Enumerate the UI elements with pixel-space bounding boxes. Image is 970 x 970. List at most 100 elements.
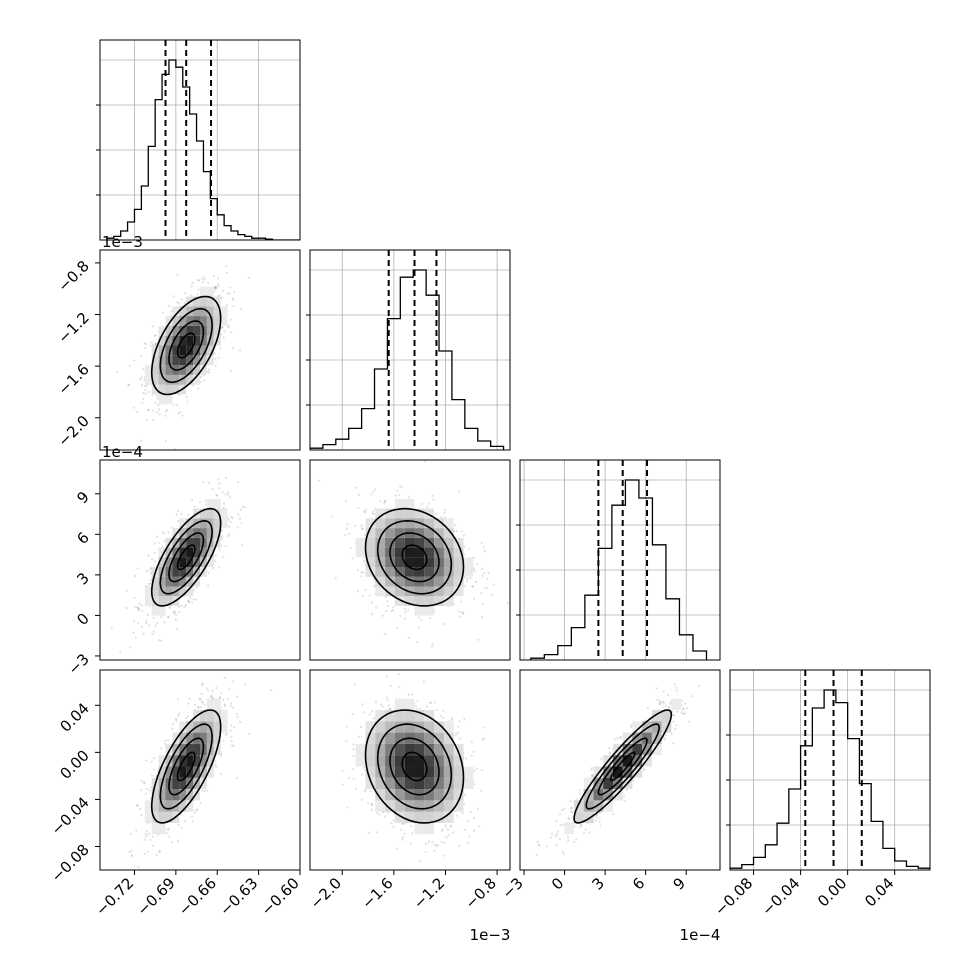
density-3-0-cell [179, 800, 187, 812]
scatter-2-0-point [241, 505, 244, 508]
density-3-0-cell [200, 777, 207, 790]
scatter-2-1-point [344, 533, 347, 537]
scatter-3-1-point [352, 755, 355, 758]
density-3-1-cell [443, 811, 454, 823]
scatter-1-0-point [218, 294, 221, 297]
scatter-2-0-point [157, 541, 160, 544]
density-3-1-cell [394, 743, 405, 756]
density-3-0-cell [213, 721, 221, 733]
scatter-2-0-point [132, 619, 135, 623]
scatter-2-1-point [475, 580, 478, 584]
scatter-3-0-point [231, 706, 235, 709]
scatter-1-0-point [239, 349, 242, 352]
density-2-1-cell [375, 537, 386, 548]
scatter-2-1-point [458, 615, 461, 619]
scatter-2-1-point [356, 590, 359, 593]
density-2-1-cell [404, 567, 415, 577]
scatter-3-0-point [235, 777, 239, 780]
density-3-0-cell [158, 822, 166, 835]
density-3-1-cell [365, 743, 376, 756]
scatter-2-0-point [146, 613, 149, 617]
scatter-1-0-point [229, 318, 232, 321]
scatter-1-0-point [145, 384, 148, 387]
scatter-1-0-point [161, 311, 164, 314]
density-1-0-cell [151, 355, 159, 366]
scatter-3-0-point [143, 781, 146, 785]
scatter-1-0-point [216, 282, 219, 286]
scatter-3-0-point [184, 820, 187, 823]
density-3-1-cell [365, 777, 376, 790]
scatter-2-0-point [186, 599, 189, 602]
density-3-1-cell [375, 732, 386, 744]
scatter-2-0-point [167, 531, 170, 534]
scatter-2-0-point [202, 481, 205, 484]
density-2-1-cell [365, 537, 376, 548]
scatter-3-0-point [147, 832, 150, 836]
scatter-3-0-point [166, 828, 170, 831]
scatter-1-0-point [157, 403, 160, 407]
scatter-2-1-point [486, 577, 489, 580]
density-3-1-cell [414, 743, 425, 756]
scatter-3-1-point [403, 832, 406, 835]
scatter-3-1-point [376, 812, 379, 815]
scatter-1-0-point [179, 411, 182, 414]
scatter-3-1-point [458, 737, 461, 740]
scatter-2-1-point [482, 546, 485, 549]
scatter-3-1-point [445, 825, 448, 829]
scatter-1-0-point [232, 347, 235, 350]
scatter-3-1-point [454, 734, 457, 737]
scatter-3-1-point [447, 833, 450, 837]
contour-1-0-level-3 [150, 295, 222, 396]
scatter-2-1-point [469, 577, 472, 580]
scatter-1-0-point [247, 276, 250, 279]
scatter-3-1-point [371, 710, 374, 713]
scatter-3-0-point [220, 692, 223, 695]
density-3-0-cell [158, 789, 166, 801]
scatter-3-0-point [167, 835, 171, 838]
density-3-1-cell [375, 777, 386, 790]
scatter-3-0-point [231, 744, 234, 748]
scatter-3-1-point [463, 717, 466, 721]
density-2-1-cell [414, 508, 425, 519]
scatter-2-0-point [229, 520, 232, 524]
density-2-0-cell [158, 605, 166, 616]
scatter-3-1-point [389, 684, 392, 687]
panel-1-0-frame [99, 249, 301, 451]
scatter-2-1-point [423, 460, 426, 463]
density-3-1-cell [375, 743, 386, 756]
density-3-1-cell [385, 721, 395, 733]
scatter-3-0-point [200, 693, 203, 696]
density-3-0-cell [151, 822, 159, 835]
scatter-2-1-point [462, 534, 465, 537]
density-3-1-cell [414, 822, 425, 835]
density-2-0-cell [200, 518, 207, 529]
density-3-1-cell [453, 766, 464, 778]
scatter-2-1-point [401, 486, 404, 489]
scatter-2-1-point [383, 499, 386, 502]
density-1-0-cell [158, 345, 166, 356]
scatter-3-1-point [468, 835, 471, 838]
scatter-2-1-point [398, 494, 401, 497]
scatter-3-0-point [140, 814, 143, 817]
scatter-1-0-point [177, 412, 180, 415]
scatter-2-0-point [227, 533, 230, 536]
scatter-3-0-point [206, 789, 209, 792]
scatter-3-1-point [433, 849, 436, 853]
scatter-2-0-point [110, 626, 113, 629]
density-1-0-cell [158, 335, 166, 346]
scatter-2-1-point [371, 511, 374, 515]
scatter-2-1-point [361, 528, 364, 531]
scatter-2-0-point [136, 606, 139, 609]
scatter-2-0-point [137, 608, 140, 612]
density-3-1-cell [375, 721, 386, 733]
scatter-3-0-point [186, 715, 189, 718]
scatter-2-1-point [345, 527, 348, 530]
scatter-3-1-point [390, 821, 393, 825]
scatter-3-1-point [351, 768, 355, 771]
density-3-0-cell [172, 777, 180, 790]
contour-1-0-level-1 [168, 320, 205, 371]
panel-2-2-frame [519, 459, 721, 661]
density-1-0-cell [200, 345, 207, 356]
scatter-3-1-point [419, 707, 422, 710]
scatter-3-0-point [230, 724, 233, 727]
